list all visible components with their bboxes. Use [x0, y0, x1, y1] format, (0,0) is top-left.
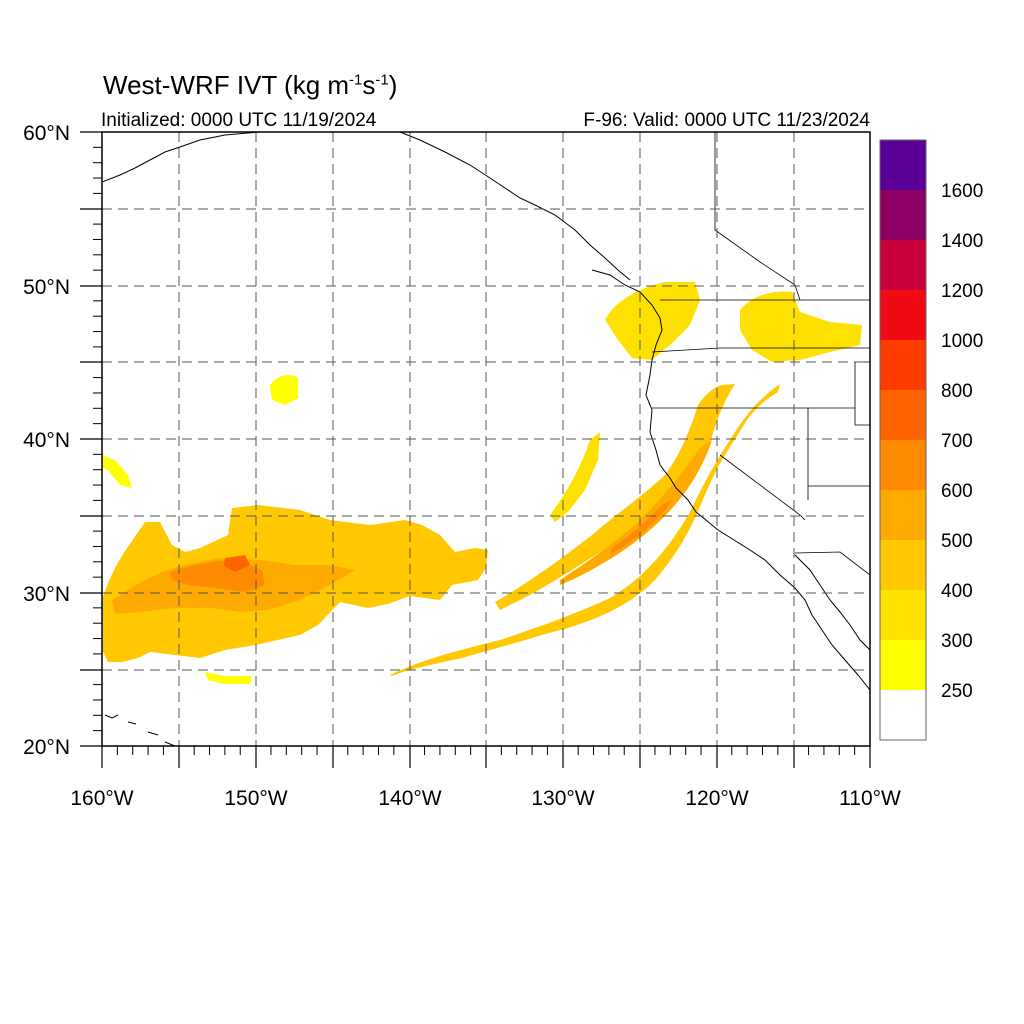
lon-label-120: 120°W	[685, 787, 748, 810]
ivt-patch-west-coast-north	[605, 282, 700, 360]
lon-major-ticks	[101, 746, 871, 768]
coast-hawaii	[104, 714, 176, 746]
colorbar-label-500: 500	[941, 531, 973, 552]
lat-label-30: 30°N	[23, 583, 70, 606]
colorbar-label-700: 700	[941, 431, 973, 452]
colorbar-label-250: 250	[941, 681, 973, 702]
colorbar-box-1	[880, 640, 926, 690]
lon-label-160: 160°W	[70, 787, 133, 810]
colorbar-box-3	[880, 540, 926, 590]
border-canada-us	[651, 347, 870, 353]
map-title: West-WRF IVT (kg m-1s-1)	[103, 70, 397, 101]
colorbar: 250 300 400 500 600 700 800 1000 1200 14…	[879, 139, 983, 741]
colorbar-box-7	[880, 340, 926, 390]
ivt-patch-idaho	[740, 291, 862, 362]
lat-tick-labels: 60°N 50°N 40°N 30°N 20°N	[23, 122, 70, 759]
colorbar-label-400: 400	[941, 581, 973, 602]
ivt-upper-atmospheric-river	[495, 384, 735, 610]
title-exponent-2: -1	[375, 71, 389, 89]
ivt-field	[102, 282, 862, 684]
coast-baja-inner	[794, 554, 870, 651]
ivt-plume-atmospheric-river	[390, 384, 780, 676]
ivt-peak-central-pacific	[224, 555, 250, 572]
coastlines	[102, 132, 870, 746]
lon-tick-labels: 160°W 150°W 140°W 130°W 120°W 110°W	[70, 787, 901, 810]
border-ut	[854, 361, 870, 426]
colorbar-box-8	[880, 290, 926, 340]
colorbar-label-1000: 1000	[941, 331, 983, 352]
colorbar-box-0	[880, 690, 926, 740]
ivt-patch-gulf-alaska	[270, 374, 298, 405]
colorbar-label-1400: 1400	[941, 231, 983, 252]
political-boundaries	[651, 132, 870, 576]
colorbar-label-600: 600	[941, 481, 973, 502]
colorbar-box-6	[880, 390, 926, 440]
colorbar-label-1200: 1200	[941, 281, 983, 302]
ivt-patch-south	[205, 672, 252, 684]
border-us-mexico	[794, 551, 870, 576]
lat-major-ticks	[80, 131, 102, 747]
colorbar-box-4	[880, 490, 926, 540]
colorbar-box-5	[880, 440, 926, 490]
title-unit-s: s	[362, 70, 376, 100]
coast-alaska	[102, 132, 631, 281]
title-close: )	[388, 70, 398, 100]
colorbar-frame	[879, 139, 927, 741]
valid-time-label: F-96: Valid: 0000 UTC 11/23/2024	[583, 110, 870, 131]
title-exponent-1: -1	[349, 71, 363, 89]
colorbar-label-300: 300	[941, 631, 973, 652]
lat-label-60: 60°N	[23, 122, 70, 145]
colorbar-box-10	[880, 190, 926, 240]
lon-label-140: 140°W	[378, 787, 441, 810]
lon-label-150: 150°W	[224, 787, 287, 810]
colorbar-box-9	[880, 240, 926, 290]
colorbar-label-800: 800	[941, 381, 973, 402]
colorbar-label-1600: 1600	[941, 181, 983, 202]
colorbar-box-2	[880, 590, 926, 640]
lat-label-20: 20°N	[23, 736, 70, 759]
lon-label-110: 110°W	[839, 787, 901, 810]
lat-label-40: 40°N	[23, 429, 70, 452]
minor-ticks	[93, 146, 856, 755]
border-nv-az	[807, 408, 870, 500]
border-nv-ca	[719, 454, 806, 521]
coast-west-north-america	[591, 269, 870, 691]
ivt-core-atmospheric-river	[560, 440, 712, 585]
ivt-patch-west-edge	[102, 455, 132, 488]
border-alaska-canada	[714, 132, 801, 301]
lat-label-50: 50°N	[23, 276, 70, 299]
gridlines	[102, 132, 870, 746]
init-time-label: Initialized: 0000 UTC 11/19/2024	[101, 110, 377, 131]
ivt-patch-offshore-strip	[550, 432, 600, 522]
lon-label-130: 130°W	[531, 787, 594, 810]
title-text: West-WRF IVT (kg m	[103, 70, 350, 100]
ivt-max-atmospheric-river	[610, 500, 672, 554]
colorbar-box-11	[880, 140, 926, 190]
